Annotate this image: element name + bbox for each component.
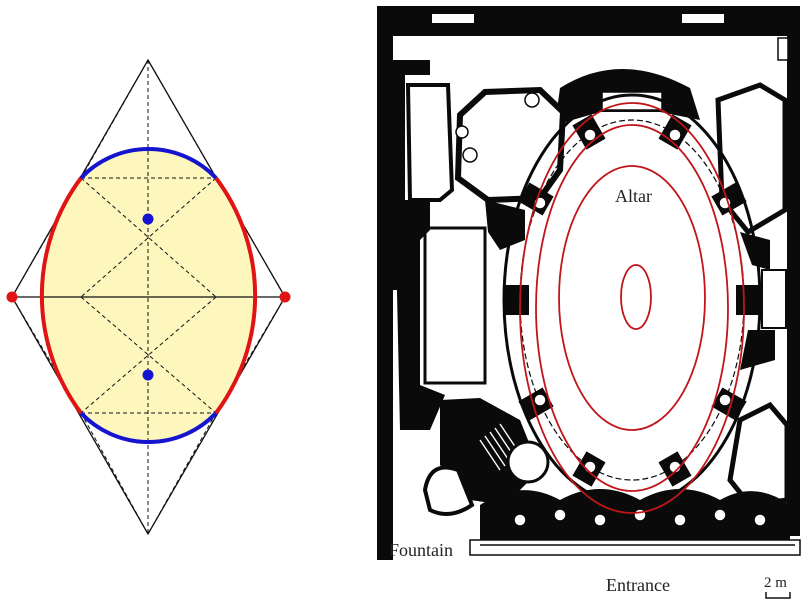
blue-center-bottom <box>142 369 154 381</box>
red-oval-third <box>558 165 706 431</box>
red-oval-inner <box>620 264 652 330</box>
fountain-label: Fountain <box>389 540 453 560</box>
top-window-left <box>432 14 474 23</box>
scale-label: 2 m <box>764 575 787 591</box>
top-window-corner <box>777 37 789 61</box>
spiral-stair <box>506 440 550 484</box>
left-chapel <box>454 86 567 204</box>
column-bases <box>455 92 732 474</box>
red-oval-second <box>535 124 729 492</box>
red-arc-right <box>214 176 258 415</box>
oval-fill <box>41 148 256 443</box>
oval-construction-diagram <box>6 58 291 536</box>
fountain-basin <box>422 465 475 516</box>
red-oval-outer <box>519 102 745 514</box>
blue-arc-bottom <box>79 411 218 444</box>
left-passage <box>405 83 455 202</box>
red-center-left <box>6 291 18 303</box>
left-sacristy <box>423 226 487 385</box>
entrance-steps <box>469 539 801 556</box>
altar-label: Altar <box>615 186 652 206</box>
right-room-bottom <box>727 401 790 508</box>
red-ovals <box>519 102 745 514</box>
red-arc-left <box>39 176 83 415</box>
blue-arc-top <box>79 147 218 180</box>
top-window-right <box>682 14 724 23</box>
entrance-label: Entrance <box>606 575 670 595</box>
left-wall-blocks <box>395 200 445 430</box>
red-center-right <box>279 291 291 303</box>
right-wall-piers <box>740 232 775 370</box>
scale-bar: 2 m <box>764 575 791 599</box>
church-floor-plan: Altar Fountain Entrance 2 m <box>377 6 801 599</box>
right-niche <box>761 269 787 329</box>
blue-center-top <box>142 213 154 225</box>
